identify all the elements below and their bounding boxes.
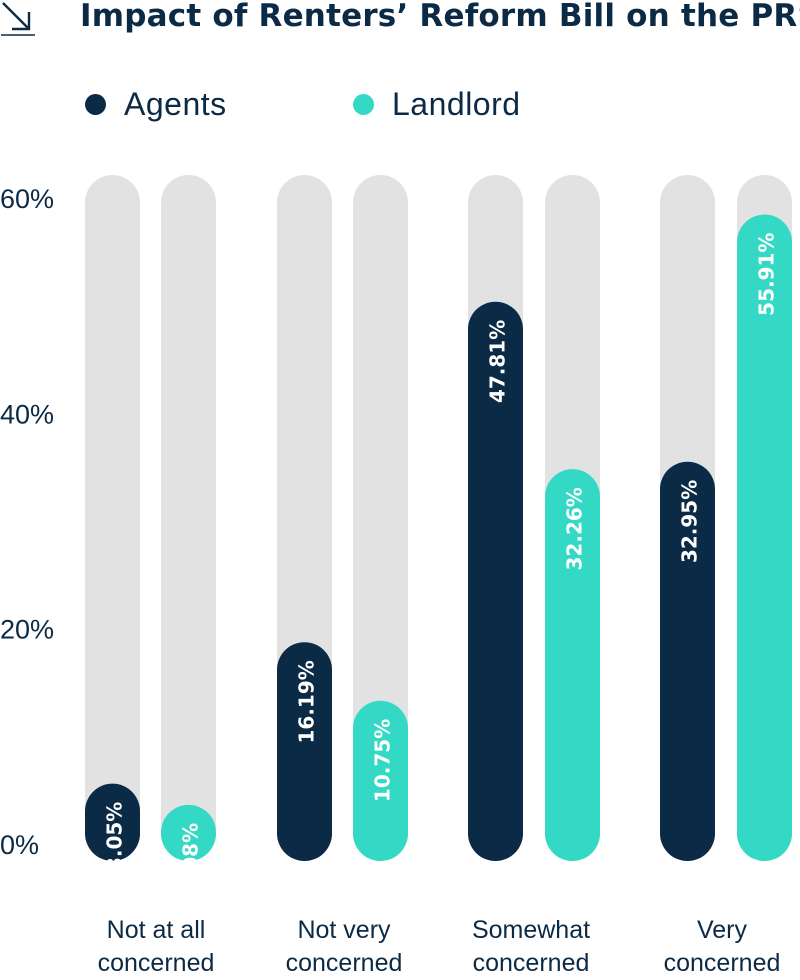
y-tick-label: 20% [0,615,54,645]
category-label-very-concerned: Very concerned [627,914,800,980]
category-label-not-at-all-concerned: Not at all concerned [61,914,251,980]
category-label-line: Not very [297,916,391,944]
category-label-line: Somewhat [471,916,591,944]
category-label-line: Not at all [106,916,206,944]
legend-swatch-landlord [353,93,374,115]
legend-label-landlord: Landlord [392,85,521,122]
bar-track-landlord-not-at-all-concerned [161,175,216,861]
bar-landlord-not-very-concerned [353,700,408,861]
arrow-down-right-icon [1,2,35,36]
bar-agents-not-very-concerned [277,642,332,861]
value-label-agents-not-very-concerned: 16.19% [295,660,319,743]
value-label-landlord-very-concerned: 55.91% [755,233,779,316]
legend-item-agents: Agents [85,84,227,124]
bar-landlord-not-at-all-concerned [161,804,216,861]
bar-landlord-very-concerned [737,214,792,862]
value-label-agents-very-concerned: 32.95% [678,480,702,563]
category-label-line: concerned [472,949,590,977]
category-label-line: Very [696,916,748,944]
category-label-line: concerned [97,949,215,977]
y-tick-label: 60% [0,184,54,214]
value-label-landlord-not-at-all-concerned: 1.08% [179,823,203,892]
category-label-line: concerned [285,949,403,977]
value-label-landlord-somewhat-concerned: 32.26% [563,487,587,570]
bar-agents-very-concerned [660,461,715,861]
y-tick-label: 40% [0,399,54,429]
category-label-line: concerned [663,949,781,977]
y-tick-label: 0% [0,830,39,860]
value-label-landlord-not-very-concerned: 10.75% [371,719,395,802]
chart-title: Impact of Renters’ Reform Bill on the PR… [80,0,800,34]
legend-label-agents: Agents [124,85,227,122]
value-label-agents-somewhat-concerned: 47.81% [486,320,510,403]
bar-track-agents-not-at-all-concerned [85,175,140,861]
value-label-agents-not-at-all-concerned: 3.05% [103,802,127,871]
category-label-somewhat-concerned: Somewhat concerned [436,914,626,980]
category-label-not-very-concerned: Not very concerned [249,914,439,980]
bar-agents-not-at-all-concerned [85,783,140,861]
legend-item-landlord: Landlord [353,84,521,124]
bar-track-landlord-not-very-concerned [353,175,408,861]
bar-landlord-somewhat-concerned [545,469,600,861]
legend-swatch-agents [85,93,106,115]
bar-agents-somewhat-concerned [468,301,523,861]
